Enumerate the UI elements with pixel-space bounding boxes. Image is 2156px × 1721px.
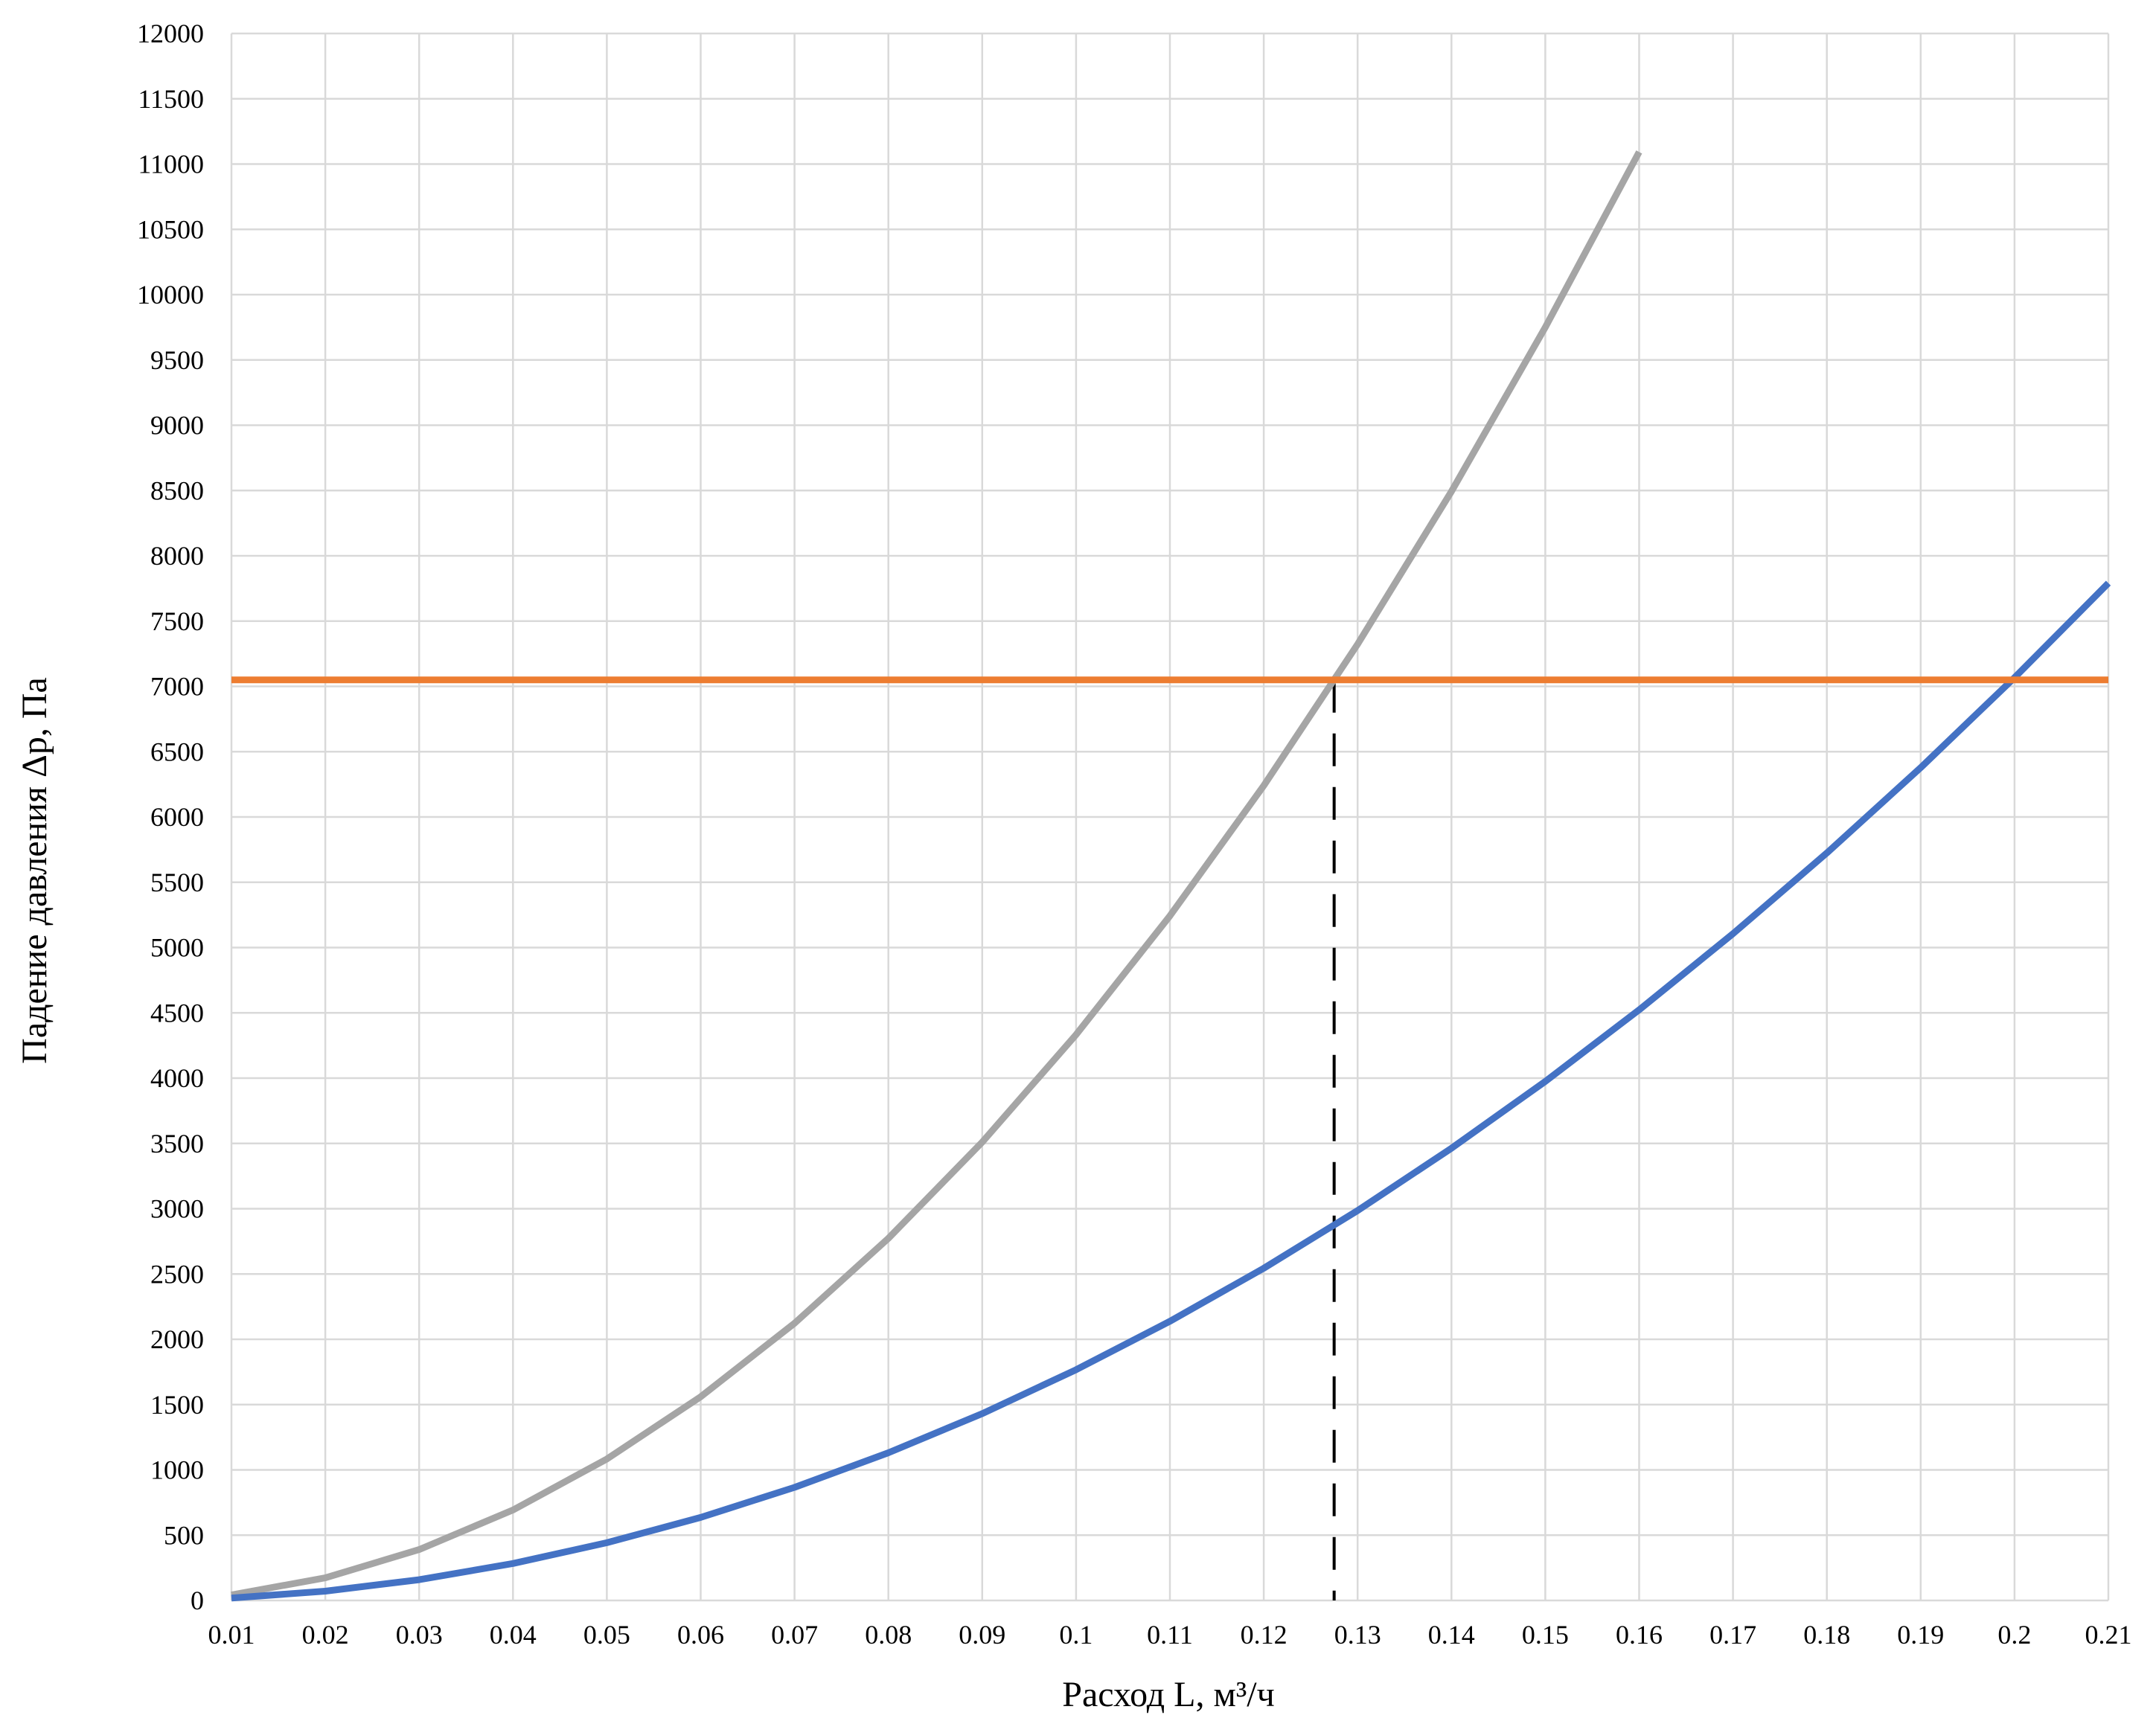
series-line-2 — [231, 580, 2111, 1602]
y-tick-labels: 0 500 1000 1500 2000 2500 3000 3500 4000 4500 5000… — [137, 19, 204, 1615]
grid-lines — [230, 32, 2110, 1602]
y-tick-label: 1500 — [150, 1390, 204, 1420]
y-tick-label: 11500 — [138, 84, 204, 114]
x-tick-label: 0.21 — [2085, 1620, 2132, 1650]
x-tick-label: 0.18 — [1803, 1620, 1850, 1650]
x-tick-label: 0.15 — [1522, 1620, 1569, 1650]
x-tick-label: 0.19 — [1897, 1620, 1944, 1650]
y-tick-label: 3500 — [150, 1129, 204, 1158]
y-tick-label: 7000 — [150, 672, 204, 702]
x-tick-label: 0.11 — [1147, 1620, 1193, 1650]
y-axis-title: Падение давления Δp, Па — [15, 677, 54, 1064]
x-tick-labels: 0.01 0.02 0.03 0.04 0.05 0.06 0.07 0.08 0.09 0.1 0… — [208, 1620, 2132, 1650]
y-tick-label: 6000 — [150, 802, 204, 832]
x-tick-label: 0.17 — [1709, 1620, 1756, 1650]
y-tick-label: 2500 — [150, 1259, 204, 1289]
y-tick-label: 3000 — [150, 1194, 204, 1224]
x-tick-label: 0.14 — [1428, 1620, 1475, 1650]
x-tick-label: 0.01 — [208, 1620, 255, 1650]
y-tick-label: 5500 — [150, 868, 204, 897]
x-tick-label: 0.13 — [1334, 1620, 1381, 1650]
y-tick-label: 1000 — [150, 1455, 204, 1485]
y-tick-label: 8500 — [150, 475, 204, 505]
y-tick-label: 5000 — [150, 933, 204, 963]
y-tick-label: 0 — [191, 1586, 204, 1615]
y-tick-label: 4000 — [150, 1063, 204, 1093]
y-tick-label: 500 — [164, 1520, 204, 1550]
y-tick-label: 11000 — [138, 150, 204, 179]
x-tick-label: 0.06 — [677, 1620, 724, 1650]
y-tick-label: 7500 — [150, 606, 204, 636]
y-tick-label: 2000 — [150, 1324, 204, 1354]
series-lines — [231, 150, 2111, 1602]
x-tick-label: 0.2 — [1997, 1620, 2031, 1650]
x-tick-label: 0.07 — [771, 1620, 818, 1650]
x-tick-label: 0.16 — [1616, 1620, 1663, 1650]
x-axis-title: Расход L, м³/ч — [1062, 1675, 1274, 1714]
x-tick-label: 0.08 — [865, 1620, 912, 1650]
y-tick-label: 10000 — [137, 280, 204, 310]
y-tick-label: 12000 — [137, 19, 204, 48]
x-tick-label: 0.03 — [396, 1620, 443, 1650]
x-tick-label: 0.04 — [490, 1620, 537, 1650]
y-tick-label: 10500 — [137, 214, 204, 244]
y-tick-label: 9500 — [150, 345, 204, 375]
x-tick-label: 0.02 — [302, 1620, 349, 1650]
x-tick-label: 0.05 — [583, 1620, 630, 1650]
series-line-1 — [231, 150, 1642, 1598]
x-tick-label: 0.1 — [1059, 1620, 1093, 1650]
x-tick-label: 0.12 — [1241, 1620, 1287, 1650]
y-tick-label: 9000 — [150, 411, 204, 440]
y-tick-label: 6500 — [150, 737, 204, 766]
y-tick-label: 4500 — [150, 998, 204, 1028]
y-tick-label: 8000 — [150, 541, 204, 571]
x-tick-label: 0.09 — [959, 1620, 1005, 1650]
